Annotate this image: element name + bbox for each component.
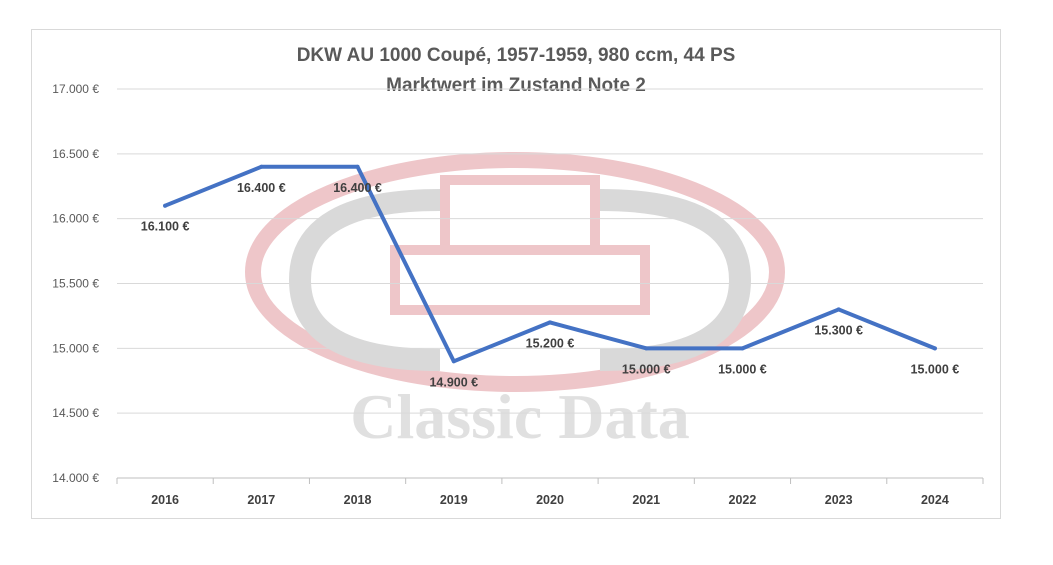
- y-tick-label: 15.500 €: [52, 277, 99, 291]
- watermark-d-shape: [599, 189, 752, 371]
- x-tick-label: 2022: [729, 493, 757, 507]
- data-point: [836, 307, 841, 312]
- data-label: 15.000 €: [718, 362, 767, 376]
- data-point: [932, 346, 937, 351]
- data-label: 16.400 €: [237, 181, 286, 195]
- chart-subtitle: Marktwert im Zustand Note 2: [386, 75, 646, 96]
- data-point: [740, 346, 745, 351]
- gridlines: [117, 88, 983, 479]
- y-tick-label: 15.000 €: [52, 341, 99, 355]
- data-point: [548, 320, 552, 325]
- chart-frame: [31, 29, 1001, 519]
- x-tick-label: 2018: [344, 493, 372, 507]
- watermark-logo: Classic Data: [245, 152, 785, 452]
- data-point: [644, 346, 649, 351]
- watermark-car-body: [390, 245, 650, 315]
- series-group: [163, 164, 937, 364]
- y-tick-label: 14.000 €: [52, 471, 99, 485]
- x-tick-label: 2021: [632, 493, 660, 507]
- watermark-text: Classic Data: [350, 381, 690, 452]
- chart-title: DKW AU 1000 Coupé, 1957-1959, 980 ccm, 4…: [297, 45, 736, 66]
- data-label: 15.200 €: [526, 336, 575, 350]
- data-point: [355, 164, 360, 169]
- y-tick-label: 16.500 €: [52, 147, 99, 161]
- x-tick-label: 2024: [921, 493, 949, 507]
- data-label: 14.900 €: [429, 375, 478, 389]
- data-label: 16.400 €: [333, 181, 382, 195]
- y-tick-label: 14.500 €: [52, 406, 99, 420]
- watermark-ellipse: [245, 152, 785, 392]
- data-labels: 16.100 € 16.400 € 16.400 € 14.900 € 15.200 €…: [141, 181, 959, 389]
- watermark-car-roof: [440, 175, 600, 255]
- data-label: 16.100 €: [141, 220, 190, 234]
- data-point: [259, 164, 264, 169]
- y-tick-label: 17.000 €: [52, 82, 99, 96]
- y-tick-label: 16.000 €: [52, 212, 99, 226]
- y-axis-ticks: 14.000 € 14.500 € 15.000 € 15.500 € 16.000 €…: [52, 82, 99, 485]
- data-point: [163, 203, 168, 208]
- data-label: 15.000 €: [911, 362, 960, 376]
- x-tick-label: 2016: [151, 493, 179, 507]
- x-tick-label: 2019: [440, 493, 468, 507]
- data-point: [451, 359, 456, 364]
- data-label: 15.300 €: [814, 323, 863, 337]
- x-tick-label: 2023: [825, 493, 853, 507]
- x-axis: 2016 2017 2018 2019 2020 2021 2022 2023 2024: [116, 478, 984, 507]
- data-label: 15.000 €: [622, 362, 671, 376]
- x-tick-label: 2020: [536, 493, 564, 507]
- watermark-c-shape: [288, 189, 441, 371]
- x-tick-label: 2017: [247, 493, 275, 507]
